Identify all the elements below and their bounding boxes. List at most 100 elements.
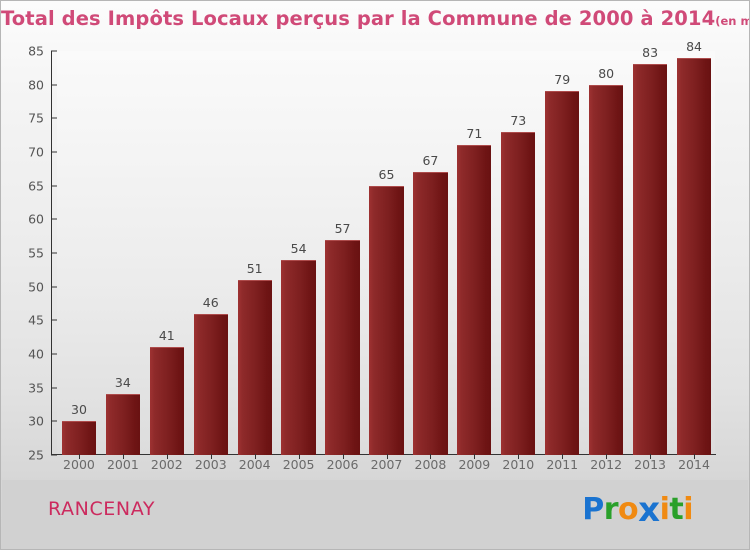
y-axis-tick-mark xyxy=(51,84,57,86)
y-axis-tick-label: 45 xyxy=(28,312,44,328)
bar-slot: 65 xyxy=(365,51,409,455)
bar-slot: 84 xyxy=(672,39,716,455)
footer: RANCENAY Proxiti xyxy=(2,480,748,548)
bar[interactable] xyxy=(457,145,492,455)
bar-value-label: 51 xyxy=(246,260,263,276)
x-axis-tick-label: 2001 xyxy=(106,457,139,472)
x-axis-tick-mark xyxy=(694,454,696,459)
bar-slot: 79 xyxy=(540,51,584,455)
bar-value-label: 67 xyxy=(422,153,439,169)
bar[interactable] xyxy=(369,185,404,455)
bar-slot: 54 xyxy=(277,51,321,455)
bar-slot: 51 xyxy=(233,51,277,455)
commune-name: RANCENAY xyxy=(48,498,156,520)
x-axis-tick-label: 2009 xyxy=(458,457,491,472)
chart-subtitle: (en milliers d'€) xyxy=(715,14,749,28)
bar-slot: 34 xyxy=(101,51,145,455)
y-axis-tick-mark xyxy=(51,185,57,187)
x-axis-tick-label: 2004 xyxy=(238,457,271,472)
x-axis-tick-label: 2012 xyxy=(590,457,623,472)
bar-slot: 83 xyxy=(628,45,672,455)
bar-slot: 67 xyxy=(408,51,452,455)
bar[interactable] xyxy=(632,64,668,455)
bar-slot: 30 xyxy=(57,51,101,455)
y-axis-tick-label: 30 xyxy=(28,413,44,429)
x-axis-tick-label: 2010 xyxy=(502,457,535,472)
bar[interactable] xyxy=(325,239,360,455)
x-axis-tick-mark xyxy=(518,454,520,459)
x-axis-tick-label: 2003 xyxy=(194,457,227,472)
y-axis: 25 30 35 40 45 50 55 60 65 70 75 80 85 xyxy=(1,44,51,463)
x-axis-tick-mark xyxy=(122,454,124,459)
bar-value-label: 57 xyxy=(334,220,351,236)
x-axis-tick-label: 2008 xyxy=(414,457,447,472)
bar-series: 30 34 41 46 51 54 57 65 67 71 73 79 80 83 84 xyxy=(57,39,716,455)
x-axis-tick-mark xyxy=(298,454,300,459)
x-axis-tick-mark xyxy=(78,454,80,459)
y-axis-tick-label: 70 xyxy=(28,144,44,160)
bar-value-label: 71 xyxy=(466,126,483,142)
chart-title-bar: Total des Impôts Locaux perçus par la Co… xyxy=(1,7,749,30)
y-axis-tick-mark xyxy=(51,151,57,153)
proxiti-logo[interactable]: Proxiti xyxy=(582,488,693,530)
bar-slot: 57 xyxy=(321,51,365,455)
x-axis: 2000 2001 2002 2003 2004 2005 2006 2007 2008 2009… xyxy=(57,457,716,479)
y-axis-tick-mark xyxy=(51,252,57,254)
bar-value-label: 79 xyxy=(554,72,571,88)
bar-slot: 80 xyxy=(584,51,628,455)
bar[interactable] xyxy=(237,279,272,455)
bar-value-label: 83 xyxy=(642,45,659,61)
bar[interactable] xyxy=(545,91,580,455)
y-axis-tick-mark xyxy=(51,387,57,389)
y-axis-tick-mark xyxy=(51,454,57,456)
bar[interactable] xyxy=(61,421,97,455)
bar[interactable] xyxy=(589,84,624,455)
x-axis-tick-mark xyxy=(386,454,388,459)
x-axis-tick-mark xyxy=(210,454,212,459)
y-axis-tick-mark xyxy=(51,353,57,355)
bar-slot: 46 xyxy=(189,51,233,455)
x-axis-tick-label: 2005 xyxy=(282,457,315,472)
bar[interactable] xyxy=(105,394,140,455)
bar-slot: 73 xyxy=(496,51,540,455)
bar[interactable] xyxy=(281,259,316,455)
bar-value-label: 34 xyxy=(114,375,131,391)
chart-title: Total des Impôts Locaux perçus par la Co… xyxy=(1,7,716,30)
y-axis-tick-label: 40 xyxy=(28,346,44,362)
bar[interactable] xyxy=(413,172,448,455)
y-axis-tick-label: 35 xyxy=(28,380,44,396)
x-axis-tick-label: 2013 xyxy=(634,457,666,472)
bar-value-label: 30 xyxy=(71,402,87,418)
y-axis-tick-label: 55 xyxy=(28,245,44,261)
bar-value-label: 41 xyxy=(158,328,175,344)
logo-letter: i xyxy=(683,492,693,527)
x-axis-tick-label: 2000 xyxy=(63,457,95,472)
bar-value-label: 54 xyxy=(290,240,307,256)
x-axis-tick-mark xyxy=(474,454,476,459)
bar-slot: 71 xyxy=(452,51,496,455)
bar-value-label: 65 xyxy=(378,166,395,182)
bar-value-label: 46 xyxy=(202,294,219,310)
x-axis-tick-label: 2014 xyxy=(678,457,710,472)
y-axis-tick-mark xyxy=(51,420,57,422)
x-axis-tick-mark xyxy=(606,454,608,459)
logo-letter: t xyxy=(669,492,684,527)
logo-letter: r xyxy=(603,492,619,527)
x-axis-tick-mark xyxy=(650,454,652,459)
y-axis-tick-mark xyxy=(51,218,57,220)
y-axis-tick-mark xyxy=(51,286,57,288)
y-axis-tick-label: 80 xyxy=(28,77,44,93)
x-axis-tick-label: 2002 xyxy=(150,457,183,472)
y-axis-tick-label: 25 xyxy=(28,447,44,463)
bar[interactable] xyxy=(676,57,712,455)
logo-letter: o xyxy=(618,492,639,527)
logo-letter: x xyxy=(638,490,660,530)
logo-letter: P xyxy=(582,492,604,527)
bar[interactable] xyxy=(149,347,184,455)
y-axis-tick-label: 85 xyxy=(28,43,44,59)
x-axis-tick-label: 2007 xyxy=(370,457,403,472)
bar[interactable] xyxy=(193,313,228,455)
y-axis-tick-label: 75 xyxy=(28,110,44,126)
bar[interactable] xyxy=(501,131,536,455)
